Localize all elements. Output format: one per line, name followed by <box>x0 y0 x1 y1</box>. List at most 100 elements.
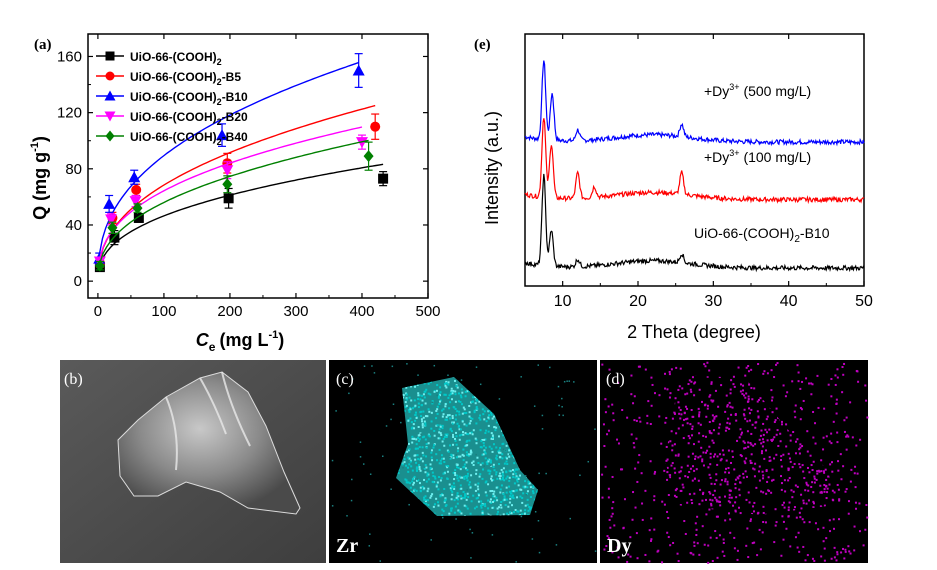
dy-noise-dot <box>780 420 783 423</box>
dy-noise-dot <box>754 462 757 465</box>
zr-dot <box>470 474 473 477</box>
zr-dot <box>427 434 430 437</box>
zr-dot <box>482 441 485 444</box>
xrd-pattern-chart: (e) 10 20 30 40 50 +Dy3+ (500 mg/L)+Dy3+ (10… <box>474 33 873 342</box>
panel-c-label: (c) <box>336 371 354 388</box>
dy-dot <box>713 483 716 486</box>
dy-noise-dot <box>660 442 663 445</box>
zr-dot <box>418 482 421 485</box>
zr-dot <box>424 498 427 501</box>
dy-dot <box>771 438 774 441</box>
dy-dot <box>798 452 801 455</box>
zr-dot <box>448 483 451 486</box>
dy-dot <box>688 379 691 382</box>
xrd-trace-label: +Dy3+ (100 mg/L) <box>704 148 811 165</box>
dy-dot <box>717 432 720 435</box>
zr-dot <box>409 460 412 463</box>
zr-dot <box>426 474 429 477</box>
dy-noise-dot <box>773 376 776 379</box>
zr-dot <box>453 511 456 514</box>
zr-dot <box>484 457 487 460</box>
dy-noise-dot <box>837 488 840 491</box>
dy-dot <box>807 484 810 487</box>
zr-dot <box>499 504 502 507</box>
zr-dot <box>485 420 488 423</box>
zr-noise-dot <box>594 428 596 430</box>
zr-dot <box>416 447 419 450</box>
zr-dot <box>415 467 418 470</box>
dy-dot <box>687 435 690 438</box>
dy-noise-dot <box>710 502 713 505</box>
zr-dot <box>435 485 438 488</box>
dy-noise-dot <box>847 435 850 438</box>
dy-noise-dot <box>693 541 696 544</box>
dy-noise-dot <box>832 518 835 521</box>
dy-noise-dot <box>847 545 850 548</box>
zr-dot <box>523 512 526 515</box>
dy-dot <box>720 384 723 387</box>
zr-dot <box>493 490 496 493</box>
dy-noise-dot <box>787 506 790 509</box>
zr-dot <box>423 496 426 499</box>
zr-dot <box>461 453 464 456</box>
zr-dot <box>423 396 426 399</box>
zr-dot <box>527 480 530 483</box>
dy-dot <box>671 462 674 465</box>
dy-noise-dot <box>762 433 765 436</box>
zr-dot <box>429 393 432 396</box>
zr-dot <box>496 513 499 516</box>
dy-noise-dot <box>632 402 635 405</box>
zr-dot <box>493 426 496 429</box>
dy-noise-dot <box>744 374 747 377</box>
dy-noise-dot <box>696 542 699 545</box>
dy-noise-dot <box>698 503 701 506</box>
panel-e-x-axis-label: 2 Theta (degree) <box>627 322 761 342</box>
zr-dot <box>426 415 429 418</box>
dy-noise-dot <box>823 559 826 562</box>
zr-dot <box>439 425 442 428</box>
zr-dot <box>516 510 519 513</box>
dy-dot <box>798 448 801 451</box>
dy-noise-dot <box>607 537 610 540</box>
dy-noise-dot <box>670 368 673 371</box>
zr-dot <box>455 435 458 438</box>
zr-dot <box>404 406 407 409</box>
dy-dot <box>800 507 803 510</box>
dy-noise-dot <box>806 450 809 453</box>
dy-noise-dot <box>630 433 633 436</box>
dy-dot <box>800 493 803 496</box>
dy-noise-dot <box>714 530 717 533</box>
dy-noise-dot <box>649 422 652 425</box>
zr-dot <box>529 496 532 499</box>
zr-dot <box>446 470 449 473</box>
sem-particle-ridge <box>165 371 251 471</box>
zr-dot <box>429 496 432 499</box>
zr-dot <box>517 477 520 480</box>
zr-dot <box>505 444 508 447</box>
dy-noise-dot <box>701 499 704 502</box>
dy-noise-dot <box>817 528 820 531</box>
zr-noise-dot <box>498 398 501 400</box>
zr-dot <box>421 424 424 427</box>
dy-noise-dot <box>730 496 733 499</box>
fit-curve <box>99 139 369 263</box>
dy-noise-dot <box>764 521 767 524</box>
zr-dot <box>454 390 457 393</box>
dy-noise-dot <box>704 365 707 368</box>
zr-dot <box>508 449 511 452</box>
dy-dot <box>679 504 682 507</box>
zr-dot <box>405 464 408 467</box>
zr-dot <box>462 490 465 493</box>
zr-dot <box>484 446 487 449</box>
zr-dot <box>435 453 438 456</box>
zr-dot <box>413 427 416 430</box>
zr-dot <box>466 479 469 482</box>
zr-dot <box>455 385 458 388</box>
zr-dot <box>441 415 444 418</box>
zr-dot <box>443 444 446 447</box>
legend-entry: UiO-66-(COOH)2 <box>130 50 222 67</box>
dy-noise-dot <box>824 468 827 471</box>
zr-dot <box>444 433 447 436</box>
zr-noise-dot <box>447 374 449 377</box>
